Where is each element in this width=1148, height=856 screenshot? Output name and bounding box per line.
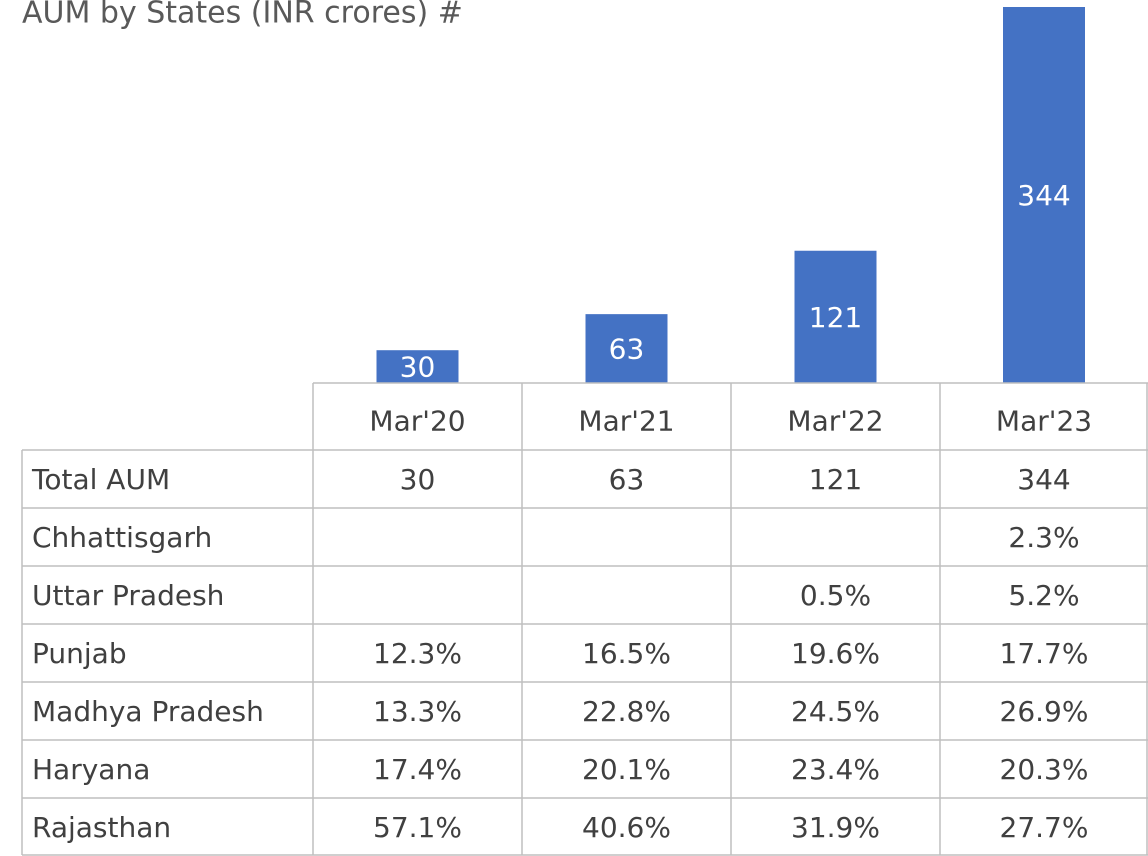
table-cell: 344 bbox=[1017, 463, 1070, 496]
table-cell: 17.4% bbox=[373, 753, 462, 786]
table-cell: 5.2% bbox=[1008, 579, 1079, 612]
row-label: Haryana bbox=[32, 753, 150, 786]
table-cell: 63 bbox=[609, 463, 645, 496]
table-cell: 20.1% bbox=[582, 753, 671, 786]
bar bbox=[585, 314, 668, 383]
data-label: 30 bbox=[400, 351, 436, 384]
table-cell: 12.3% bbox=[373, 637, 462, 670]
data-label: 121 bbox=[809, 301, 862, 334]
row-label: Rajasthan bbox=[32, 811, 171, 844]
table-cell: 121 bbox=[809, 463, 862, 496]
table-cell: 57.1% bbox=[373, 811, 462, 844]
table-cell: 2.3% bbox=[1008, 521, 1079, 554]
table-cell: 20.3% bbox=[1000, 753, 1089, 786]
table-cell: 26.9% bbox=[1000, 695, 1089, 728]
table-cell: 40.6% bbox=[582, 811, 671, 844]
table-cell: 24.5% bbox=[791, 695, 880, 728]
table-cell: 23.4% bbox=[791, 753, 880, 786]
table-cell: 27.7% bbox=[1000, 811, 1089, 844]
table-cell: 13.3% bbox=[373, 695, 462, 728]
x-tick-label: Mar'20 bbox=[369, 405, 465, 438]
table-cell: 0.5% bbox=[800, 579, 871, 612]
bar bbox=[794, 250, 877, 383]
data-label: 63 bbox=[609, 333, 645, 366]
table-cell: 31.9% bbox=[791, 811, 880, 844]
data-label: 344 bbox=[1017, 179, 1070, 212]
table-cell: 19.6% bbox=[791, 637, 880, 670]
x-tick-label: Mar'21 bbox=[578, 405, 674, 438]
x-tick-label: Mar'23 bbox=[996, 405, 1092, 438]
row-label: Madhya Pradesh bbox=[32, 695, 264, 728]
bar bbox=[376, 350, 459, 383]
table-cell: 16.5% bbox=[582, 637, 671, 670]
row-label: Chhattisgarh bbox=[32, 521, 212, 554]
table-cell: 17.7% bbox=[1000, 637, 1089, 670]
table-cell: 22.8% bbox=[582, 695, 671, 728]
row-label: Uttar Pradesh bbox=[32, 579, 224, 612]
x-tick-label: Mar'22 bbox=[787, 405, 883, 438]
row-label: Punjab bbox=[32, 637, 127, 670]
table-cell: 30 bbox=[400, 463, 436, 496]
row-label: Total AUM bbox=[31, 463, 170, 496]
bar bbox=[1003, 7, 1085, 383]
chart-title: AUM by States (INR crores) # bbox=[22, 0, 463, 31]
